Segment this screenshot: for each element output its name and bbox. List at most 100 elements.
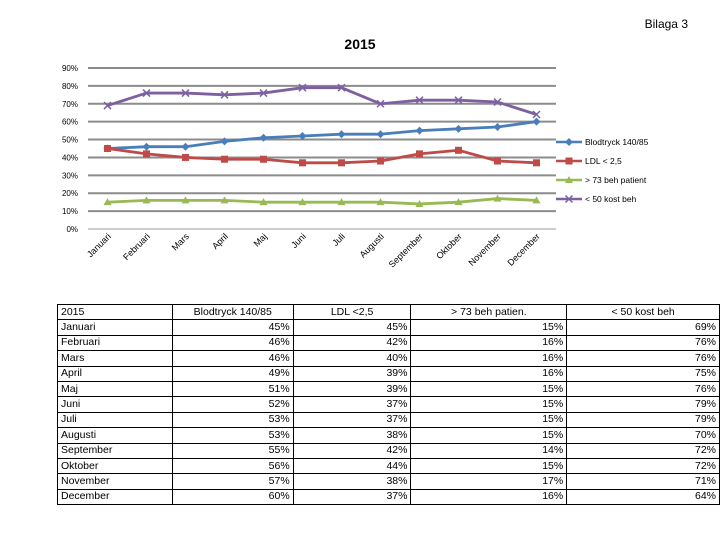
table-row: Maj 51% 39% 15% 76% — [57, 380, 720, 398]
data-point — [533, 159, 540, 167]
table-cell: 76% — [566, 350, 720, 367]
table-cell: 15% — [410, 457, 568, 475]
x-tick-label: Augusti — [358, 231, 386, 259]
series-line — [107, 147, 537, 165]
data-point — [181, 142, 190, 151]
x-tick-label: November — [466, 231, 502, 267]
data-point — [338, 159, 345, 167]
table-cell-month: Juli — [57, 411, 173, 429]
x-tick-label: December — [505, 231, 541, 267]
data-point — [299, 159, 306, 167]
table-cell: 60% — [171, 488, 294, 506]
table-cell: 79% — [566, 396, 720, 413]
table-row: Juli 53% 37% 15% 79% — [57, 411, 720, 429]
data-point — [221, 155, 228, 163]
table-cell: 56% — [171, 457, 294, 475]
data-point — [377, 157, 384, 165]
series-line — [107, 86, 537, 116]
table-cell: 16% — [410, 365, 568, 382]
data-point — [142, 89, 151, 98]
chart-title: 2015 — [344, 36, 376, 52]
data-point — [181, 196, 190, 204]
table-row: Januari 45% 45% 15% 69% — [57, 319, 720, 336]
table-cell: 16% — [410, 488, 568, 506]
table-row: Augusti 53% 38% 15% 70% — [57, 427, 720, 444]
data-point — [532, 117, 541, 126]
series-line — [107, 120, 537, 150]
table-cell: 71% — [566, 473, 720, 490]
table-cell: 38% — [292, 473, 412, 490]
table-row: Oktober 56% 44% 15% 72% — [57, 457, 720, 475]
table-cell-month: Augusti — [57, 427, 173, 444]
data-point — [143, 150, 150, 158]
data-point — [415, 199, 424, 207]
data-point — [415, 126, 424, 135]
data-point — [493, 194, 502, 202]
table-cell: 52% — [171, 396, 294, 413]
table-cell: 53% — [171, 411, 294, 429]
table-cell: 15% — [410, 319, 568, 336]
table-cell: 72% — [566, 442, 720, 459]
table-cell: 75% — [566, 365, 720, 382]
series-line — [107, 197, 537, 206]
table-cell: 40% — [292, 350, 412, 367]
data-point — [182, 153, 189, 161]
x-tick-label: Juni — [289, 231, 308, 250]
table-cell: 16% — [410, 334, 568, 352]
page-label: Bilaga 3 — [644, 17, 688, 31]
table-cell-month: November — [57, 473, 173, 490]
y-tick-label: 70% — [62, 100, 78, 109]
data-point — [104, 145, 111, 152]
line-chart: 0% 10% 20% 30% 40% 50% 60% 70% 80% 90% Januari Febr… — [62, 64, 649, 270]
table-cell: 42% — [292, 442, 412, 459]
table-cell: 76% — [566, 334, 720, 352]
x-tick-label: Februari — [121, 231, 152, 262]
table-cell: 15% — [410, 411, 568, 429]
data-point — [337, 130, 346, 139]
y-tick-label: 80% — [62, 82, 78, 91]
y-tick-label: 40% — [62, 153, 78, 162]
data-point — [142, 196, 151, 204]
data-point — [455, 146, 462, 154]
y-tick-label: 90% — [62, 64, 78, 73]
data-point — [376, 99, 385, 108]
legend-label: LDL < 2,5 — [585, 156, 622, 166]
table-header-row: 2015 Blodtryck 140/85 LDL <2,5 > 73 beh … — [57, 303, 720, 321]
table-row: April 49% 39% 16% 75% — [57, 365, 720, 382]
table-cell-month: Mars — [57, 350, 173, 367]
table-row: Februari 46% 42% 16% 76% — [57, 334, 720, 352]
table-header-kost-beh: < 50 kost beh — [566, 303, 720, 321]
data-point — [260, 155, 267, 163]
table-cell: 70% — [566, 427, 720, 444]
table-cell: 45% — [171, 319, 294, 336]
data-point — [103, 101, 112, 110]
table-cell-month: Januari — [57, 319, 173, 336]
y-tick-label: 60% — [62, 118, 78, 127]
x-tick-label: Mars — [170, 231, 192, 253]
data-table-container: 2015 Blodtryck 140/85 LDL <2,5 > 73 beh … — [57, 303, 720, 506]
data-point — [493, 123, 502, 132]
table-cell: 53% — [171, 427, 294, 444]
x-tick-label: Oktober — [434, 231, 464, 261]
table-header-blodtryck: Blodtryck 140/85 — [171, 303, 294, 321]
table-cell: 79% — [566, 411, 720, 429]
data-point — [564, 194, 574, 204]
table-cell: 39% — [292, 365, 412, 382]
table-cell: 16% — [410, 350, 568, 367]
data-point — [565, 138, 573, 146]
y-tick-label: 30% — [62, 171, 78, 180]
data-point — [416, 150, 423, 158]
data-point — [259, 89, 268, 98]
table-cell-month: September — [57, 442, 173, 459]
legend-label: < 50 kost beh — [585, 194, 637, 204]
y-tick-label: 20% — [62, 189, 78, 198]
data-point — [298, 131, 307, 140]
table-cell: 46% — [171, 350, 294, 367]
table-row: November 57% 38% 17% 71% — [57, 473, 720, 490]
data-point — [454, 96, 463, 105]
table-header-ldl: LDL <2,5 — [292, 303, 412, 321]
y-tick-label: 10% — [62, 207, 78, 216]
data-point — [220, 196, 229, 204]
table-cell: 69% — [566, 319, 720, 336]
table-cell: 14% — [410, 442, 568, 459]
